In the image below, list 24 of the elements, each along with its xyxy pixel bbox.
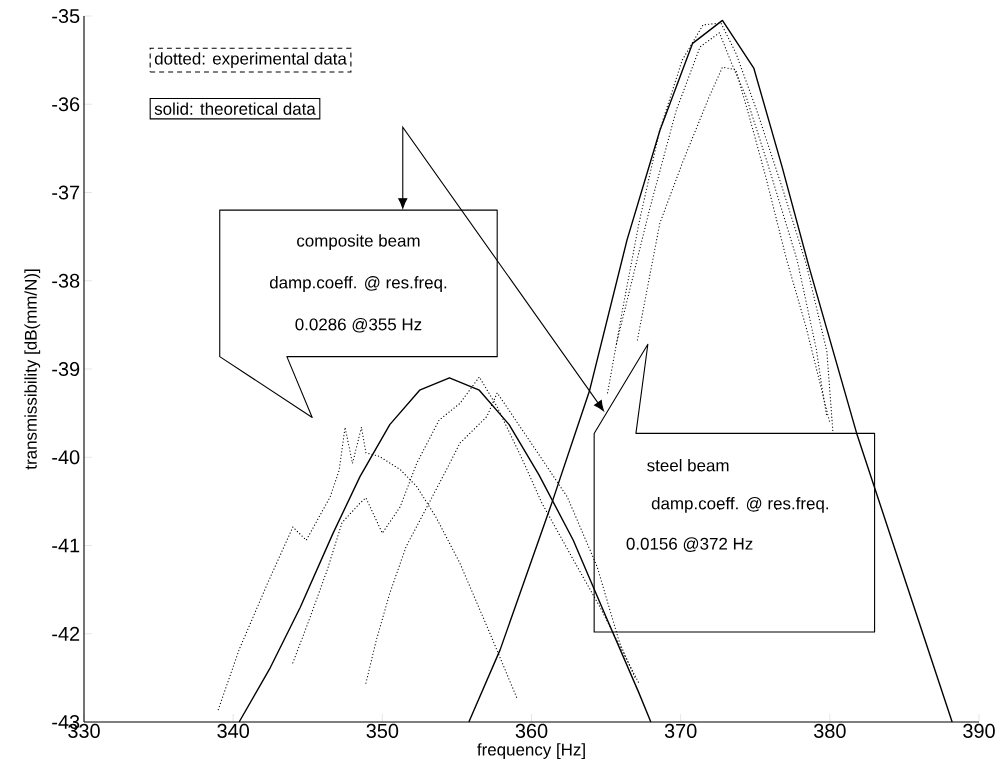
x-tick-label: 360: [515, 723, 548, 738]
annotation: steel beam: [647, 458, 729, 472]
x-tick-label: 380: [813, 723, 846, 738]
y-tick-label: -37: [52, 185, 80, 200]
x-axis-title: frequency [Hz]: [477, 743, 585, 759]
y-tick-label: -35: [52, 8, 80, 24]
annotation: 0.0286 @355 Hz: [295, 317, 422, 333]
y-tick-label: -39: [52, 361, 80, 377]
annotation: solid: theoretical data: [154, 102, 316, 115]
x-tick-label: 340: [217, 723, 249, 738]
y-tick-label: -36: [52, 97, 80, 112]
x-tick-label: 390: [963, 723, 995, 738]
annotation: 0.0156 @372 Hz: [626, 537, 753, 552]
y-tick-label: -38: [52, 273, 80, 288]
annotation: dotted: experimental data: [154, 52, 347, 69]
y-tick-label: -40: [52, 450, 80, 465]
x-tick-label: 370: [664, 723, 697, 738]
y-tick-label: -41: [52, 538, 80, 553]
annotation: damp.coeff. @ res.freq.: [269, 276, 447, 292]
x-tick-label: 350: [366, 723, 399, 738]
y-axis-title: transmissibility [dB(mm/N)]: [24, 269, 41, 470]
annotation: composite beam: [297, 234, 420, 251]
annotation: damp.coeff. @ res.freq.: [651, 497, 829, 513]
y-tick-label: -42: [52, 626, 80, 641]
